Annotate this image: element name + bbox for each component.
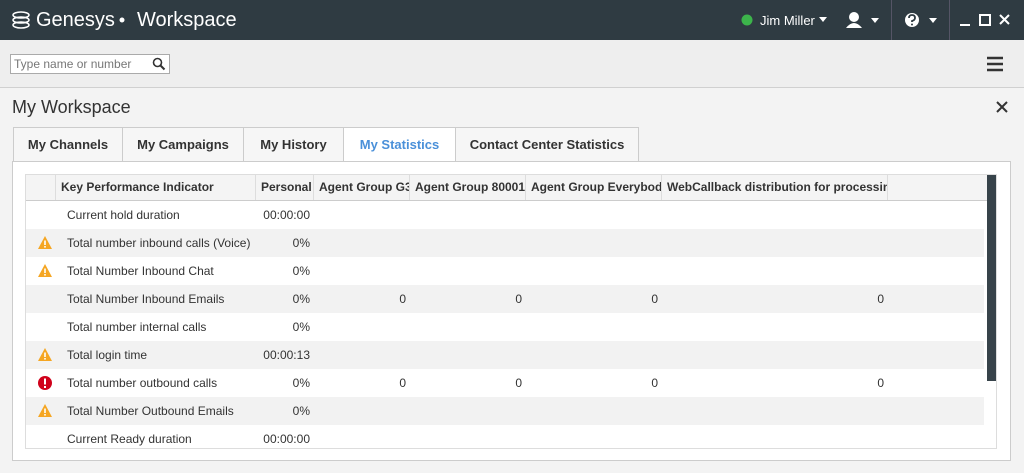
kpi-value: 0 [651,292,658,306]
column-header: Personal [256,175,314,200]
tab[interactable]: My Channels [13,127,123,162]
table-row [26,229,984,257]
kpi-value: 0% [292,320,310,334]
kpi-name: Total Number Outbound Emails [67,404,234,418]
user-menu[interactable]: Jim Miller [760,13,815,28]
agent-status-button[interactable] [845,11,885,29]
brand: Genesys [36,9,115,31]
kpi-value: 0% [292,376,310,390]
table-row [26,257,984,285]
tab[interactable]: Contact Center Statistics [455,127,639,162]
kpi-name: Total number internal calls [67,320,207,334]
warning-icon [38,404,52,417]
kpi-name: Total login time [67,348,148,362]
table-row [26,201,984,229]
kpi-name: Current hold duration [67,208,180,222]
kpi-name: Total Number Inbound Emails [67,292,225,306]
status-dot [741,14,753,26]
kpi-value: 00:00:13 [263,348,310,362]
header-row [26,175,988,201]
table-row [26,341,984,369]
tab[interactable]: My History [243,127,344,162]
column-header: Agent Group 80001 [410,175,526,200]
close-button[interactable] [996,101,1008,113]
warning-icon [38,348,52,361]
column-header [26,175,56,200]
kpi-value: 0% [292,404,310,418]
search-icon [152,57,166,71]
caret [819,17,827,22]
product: Workspace [137,9,237,31]
separator [119,17,125,23]
kpi-value: 00:00:00 [263,208,310,222]
table-row [26,397,984,425]
tab[interactable]: My Statistics [343,127,456,162]
kpi-value: 0% [292,236,310,250]
statistics-table: Key Performance Indicator Personal Agent G… [25,174,997,449]
warning-icon [38,236,52,249]
kpi-value: 0 [399,292,406,306]
column-header: Key Performance Indicator [56,175,256,200]
kpi-name: Total number inbound calls (Voice) [67,236,251,250]
column-header: Agent Group Everybody [526,175,662,200]
search-box[interactable]: Type name or number [10,54,170,74]
window-controls[interactable] [958,12,1018,28]
help-button[interactable] [903,11,943,29]
tab[interactable]: My Campaigns [122,127,244,162]
workspace-title: My Workspace [12,97,131,117]
kpi-value: 0% [292,264,310,278]
column-header: WebCallback distribution for processing [662,175,888,200]
search-bar: Type name or number [0,40,1024,88]
error-icon [38,376,52,390]
kpi-value: 0 [515,292,522,306]
table-row [26,313,984,341]
kpi-value: 0 [877,376,884,390]
menu-button[interactable] [986,56,1004,72]
kpi-value: 0 [515,376,522,390]
table-row [26,425,984,448]
column-header: Agent Group G3 [314,175,410,200]
kpi-name: Total number outbound calls [67,376,218,390]
kpi-name: Current Ready duration [67,432,192,446]
table-row [26,369,984,397]
warning-icon [38,264,52,277]
kpi-value: 0 [877,292,884,306]
kpi-value: 0 [399,376,406,390]
search-placeholder: Type name or number [14,57,132,71]
kpi-value: 0 [651,376,658,390]
logo [12,11,30,29]
kpi-value: 00:00:00 [263,432,310,446]
top-bar: Genesys Workspace Jim Miller [0,0,1024,40]
kpi-value: 0% [292,292,310,306]
scrollbar[interactable] [987,175,996,381]
kpi-name: Total Number Inbound Chat [67,264,214,278]
table-row [26,285,984,313]
